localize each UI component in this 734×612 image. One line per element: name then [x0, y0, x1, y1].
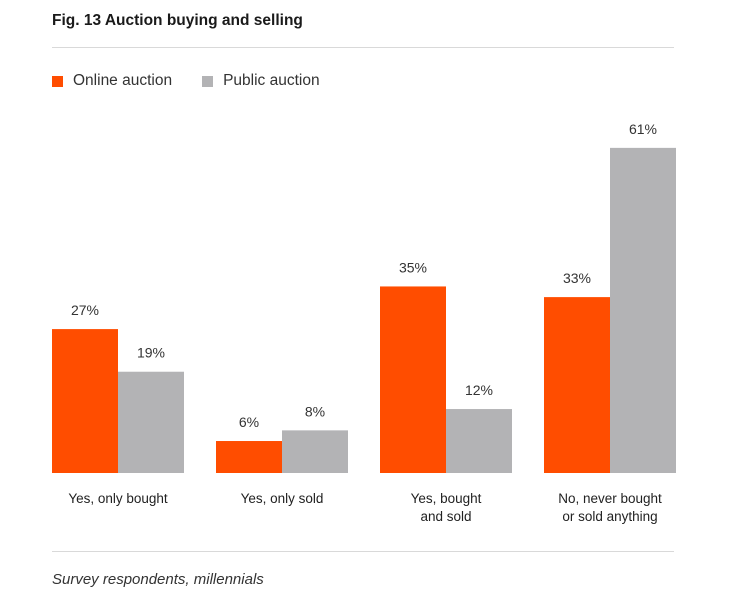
- category-label-1-line-0: Yes, only sold: [241, 491, 324, 506]
- bar-public-0: [118, 371, 184, 473]
- bar-public-2: [446, 409, 512, 473]
- category-label-2-line-0: Yes, bought: [411, 491, 482, 506]
- data-label-online-3: 33%: [563, 270, 591, 286]
- category-label-3-line-1: or sold anything: [562, 509, 657, 524]
- legend-label-public: Public auction: [223, 72, 320, 89]
- data-label-online-2: 35%: [399, 259, 427, 275]
- bar-public-1: [282, 430, 348, 473]
- legend-swatch-public: [202, 75, 214, 87]
- data-label-public-2: 12%: [465, 382, 493, 398]
- top-divider: [52, 47, 674, 48]
- legend-label-online: Online auction: [73, 72, 173, 89]
- category-label-2-line-1: and sold: [420, 509, 471, 524]
- bottom-divider: [52, 551, 674, 552]
- footnote: Survey respondents, millennials: [52, 571, 264, 588]
- chart-title: Fig. 13 Auction buying and selling: [52, 12, 303, 29]
- bar-online-1: [216, 441, 282, 473]
- legend-swatch-online: [52, 75, 63, 87]
- bar-public-3: [610, 147, 676, 473]
- data-label-online-1: 6%: [239, 414, 259, 430]
- category-label-3-line-0: No, never bought: [558, 491, 662, 506]
- data-label-public-1: 8%: [305, 403, 325, 419]
- bar-online-0: [52, 329, 118, 473]
- data-label-public-0: 19%: [137, 345, 165, 361]
- data-label-online-0: 27%: [71, 302, 99, 318]
- data-label-public-3: 61%: [629, 121, 657, 137]
- category-label-0-line-0: Yes, only bought: [68, 491, 168, 506]
- legend: Online auction Public auction: [52, 72, 350, 90]
- legend-item-online: Online auction: [52, 72, 172, 90]
- bar-online-2: [380, 286, 446, 473]
- bar-online-3: [544, 297, 610, 473]
- legend-item-public: Public auction: [202, 72, 320, 90]
